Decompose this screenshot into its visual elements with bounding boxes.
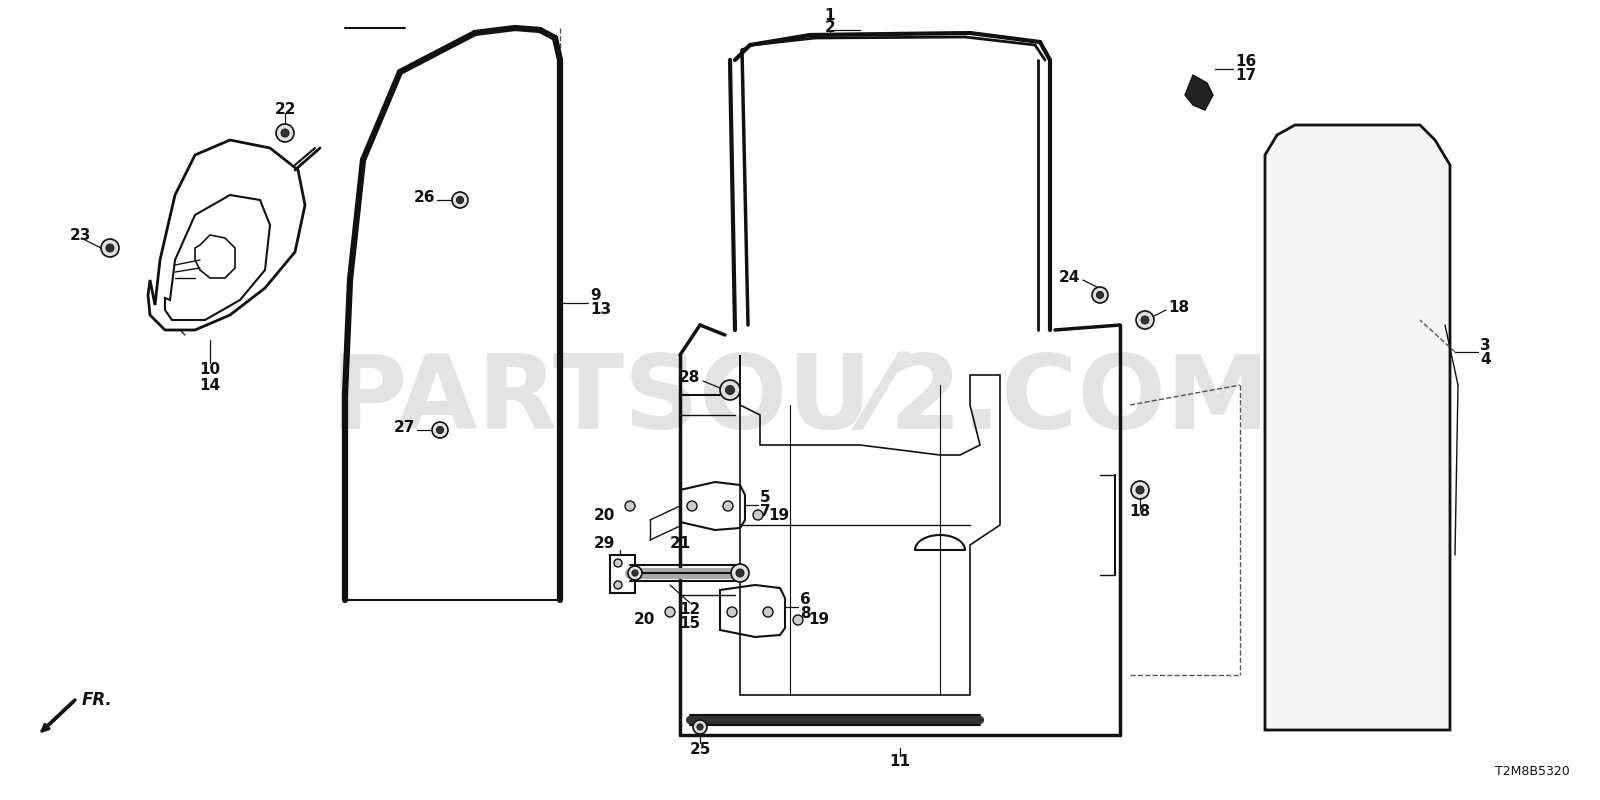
Circle shape (282, 129, 290, 137)
Text: 20: 20 (634, 613, 654, 627)
Text: 7: 7 (760, 505, 771, 519)
Circle shape (794, 615, 803, 625)
Text: 2: 2 (824, 19, 835, 34)
Text: 13: 13 (590, 302, 611, 318)
Text: 27: 27 (394, 421, 414, 435)
Text: 25: 25 (690, 742, 710, 758)
Polygon shape (1186, 75, 1213, 110)
Circle shape (720, 380, 739, 400)
Circle shape (1091, 287, 1107, 303)
Text: 8: 8 (800, 606, 811, 622)
Text: 19: 19 (768, 507, 789, 522)
Text: 17: 17 (1235, 69, 1256, 83)
Circle shape (698, 724, 702, 730)
Text: 4: 4 (1480, 353, 1491, 367)
Circle shape (627, 566, 642, 580)
Text: 6: 6 (800, 593, 811, 607)
Circle shape (432, 422, 448, 438)
Circle shape (277, 124, 294, 142)
Text: FR.: FR. (82, 691, 112, 709)
Circle shape (1131, 481, 1149, 499)
Circle shape (754, 510, 763, 520)
Circle shape (453, 192, 467, 208)
Text: 23: 23 (69, 227, 91, 242)
Text: 16: 16 (1235, 54, 1256, 70)
Circle shape (456, 196, 464, 204)
Circle shape (736, 569, 744, 577)
Circle shape (614, 581, 622, 589)
Circle shape (686, 501, 698, 511)
Circle shape (666, 607, 675, 617)
Text: 29: 29 (594, 535, 614, 550)
Text: 5: 5 (760, 490, 771, 506)
Circle shape (1136, 486, 1144, 494)
Circle shape (726, 607, 738, 617)
Circle shape (723, 501, 733, 511)
Circle shape (101, 239, 118, 257)
Text: 18: 18 (1168, 301, 1189, 315)
Text: PARTSOU⁄2.COM: PARTSOU⁄2.COM (330, 350, 1270, 450)
Text: 18: 18 (1130, 505, 1150, 519)
Text: 1: 1 (824, 7, 835, 22)
Circle shape (626, 501, 635, 511)
Circle shape (763, 607, 773, 617)
Text: 15: 15 (680, 615, 701, 630)
Text: 22: 22 (274, 102, 296, 118)
Polygon shape (1266, 125, 1450, 730)
Text: 28: 28 (678, 370, 701, 386)
Circle shape (614, 559, 622, 567)
Text: 3: 3 (1480, 338, 1491, 353)
Circle shape (1136, 311, 1154, 329)
Text: 12: 12 (680, 602, 701, 618)
Text: 26: 26 (413, 190, 435, 206)
Circle shape (437, 426, 443, 434)
Text: 19: 19 (808, 613, 829, 627)
Circle shape (725, 386, 734, 394)
Text: 9: 9 (590, 287, 600, 302)
Circle shape (731, 564, 749, 582)
Circle shape (106, 244, 114, 252)
Text: 10: 10 (200, 362, 221, 378)
Circle shape (632, 570, 638, 576)
Text: 11: 11 (890, 754, 910, 770)
Text: 21: 21 (669, 535, 691, 550)
Text: T2M8B5320: T2M8B5320 (1496, 765, 1570, 778)
Text: 14: 14 (200, 378, 221, 393)
Circle shape (693, 720, 707, 734)
Text: 20: 20 (594, 507, 614, 522)
Text: 24: 24 (1059, 270, 1080, 286)
Circle shape (1141, 316, 1149, 324)
Circle shape (1096, 291, 1104, 298)
